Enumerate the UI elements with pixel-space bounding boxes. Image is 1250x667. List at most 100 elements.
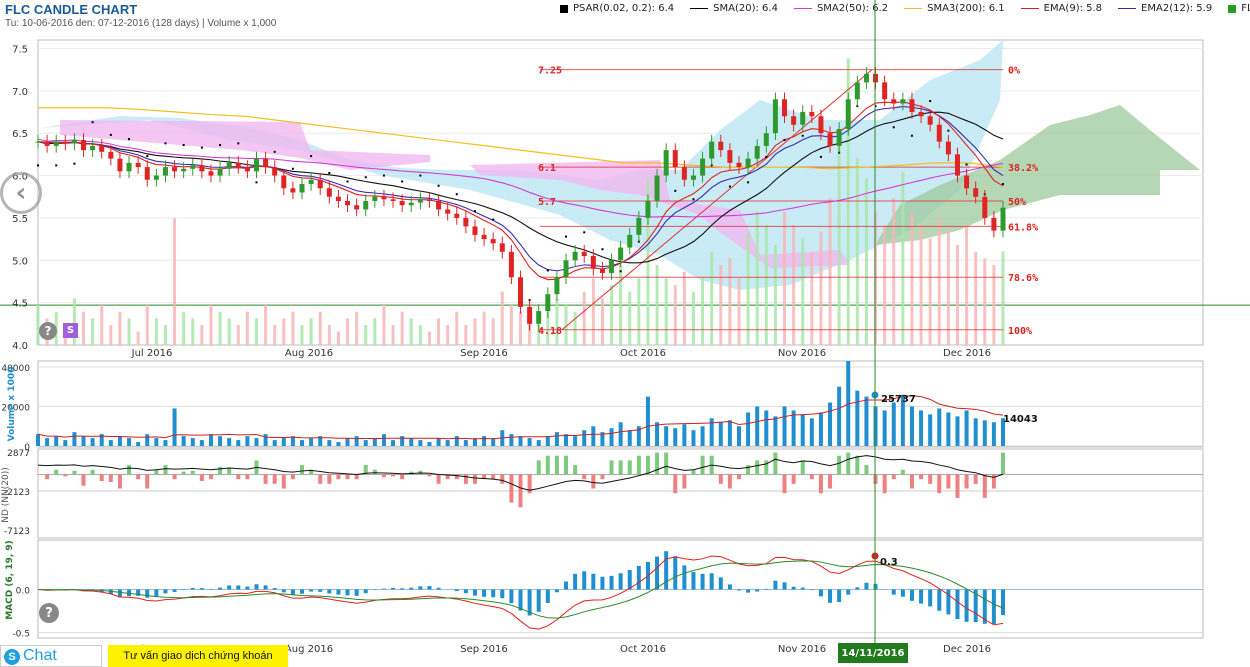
volume-bar [491,438,496,446]
macd-histogram-bar [518,589,523,611]
volume-bar [718,422,723,446]
volume-bar [227,438,232,446]
legend-item-sma200[interactable]: SMA3(200): 6.1 [904,3,1005,14]
candle-body [71,139,77,144]
volume-bar [300,440,305,446]
price-volume-bar [482,311,486,345]
volume-bar [181,436,186,446]
price-volume-bar [127,318,131,345]
legend-item-ema9[interactable]: EMA(9): 5.8 [1020,3,1102,14]
volume-bar [682,424,687,446]
candle-body [964,175,970,189]
nd-bar [928,474,933,484]
price-volume-bar [555,298,559,345]
price-volume-bar [136,331,140,345]
legend-item-sma20[interactable]: SMA(20): 6.4 [690,3,778,14]
legend-item-flc[interactable]: FLC: 5.62 [1228,3,1250,14]
chevron-left-icon[interactable]: ‹ [0,172,42,214]
consult-button[interactable]: Tư vấn giao dịch chứng khoán [108,645,288,667]
volume-bar [117,436,122,446]
s-badge[interactable]: S [63,323,78,338]
candle-body [554,277,560,295]
price-volume-bar [509,305,513,345]
volume-bar [746,412,751,446]
nd-bar [72,470,77,475]
nd-bar [154,469,159,475]
candle-body [162,167,168,176]
macd-histogram-bar [727,584,732,590]
nd-bar [937,474,942,494]
volume-cursor-value: 25737 [881,394,916,405]
nd-bar [245,474,250,480]
future-cloud [875,105,1200,245]
macd-histogram-bar [345,589,350,596]
legend-label-ema12: EMA2(12): 5.9 [1141,3,1213,14]
macd-histogram-bar [136,589,141,596]
macd-cursor-value: 0.3 [880,557,898,568]
macd-histogram-bar [436,587,441,590]
candle-body [982,196,988,218]
macd-histogram-bar [154,589,159,597]
macd-histogram-bar [591,573,596,590]
legend-label-sma50: SMA2(50): 6.2 [816,3,889,14]
legend-swatch-sma200 [904,8,923,9]
bottom-xtick: Aug 2016 [285,644,333,655]
price-volume-bar [655,265,659,345]
candlesticks [35,67,1006,331]
price-volume-bar [792,225,796,345]
volume-panel: 25737 14043 [36,361,1203,447]
fib-pct-label: 100% [1008,326,1032,337]
volume-bar [509,434,514,446]
candle-body [326,188,332,197]
volume-bar [691,430,696,446]
legend-item-sma50[interactable]: SMA2(50): 6.2 [793,3,889,14]
nd-bar [673,474,678,494]
sma20-line [37,111,1004,264]
volume-bar [327,440,332,446]
psar-dot [146,155,149,158]
bottom-xtick: Oct 2016 [620,644,666,655]
volume-bar [709,418,714,446]
legend-item-psar[interactable]: PSAR(0.02, 0.2): 6.4 [560,3,674,14]
candle-body [445,209,451,214]
nd-bar [300,465,305,475]
volume-bar [828,402,833,446]
psar-dot [328,172,331,175]
volume-ma-line [37,395,1004,440]
volume-bar [363,440,368,446]
psar-dot [1002,183,1004,186]
candle-body [281,175,287,189]
candle-body [863,73,869,83]
price-volume-bar [537,325,541,345]
nd-bar [145,474,150,489]
price-volume-bar [300,325,304,345]
volume-bar [436,438,441,446]
price-volume-bar [637,278,641,345]
candle-body [545,294,551,312]
volume-bar [309,438,314,446]
question-icon-macd[interactable]: ? [39,603,59,623]
candle-body [126,162,132,172]
candle-body [727,150,733,163]
volume-bar [600,432,605,446]
macd-histogram-bar [627,569,632,590]
macd-histogram-bar [791,586,796,590]
volume-bar [400,436,405,446]
question-icon[interactable]: ? [39,322,57,340]
volume-bar [127,438,132,446]
price-volume-bar [783,211,787,345]
volume-bar [145,434,150,446]
volume-bar [236,440,241,446]
macd-histogram-bar [327,589,332,594]
price-volume-bar [764,225,768,345]
psar-dot [783,138,786,141]
psar-dot [728,185,731,188]
price-volume-bar [446,325,450,345]
volume-bar [636,426,641,446]
chat-button[interactable]: S Chat [0,645,102,667]
legend-item-ema12[interactable]: EMA2(12): 5.9 [1118,3,1212,14]
nd-bar [691,469,696,475]
macd-histogram-bar [218,587,223,590]
macd-histogram-bar [846,589,851,595]
